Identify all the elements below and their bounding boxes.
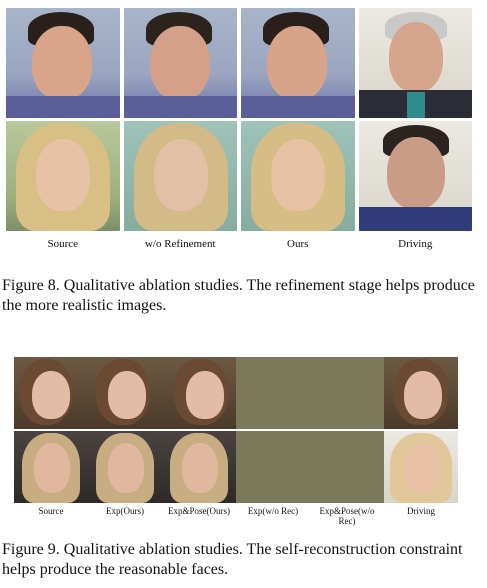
- figure8-label-ours: Ours: [287, 238, 309, 250]
- figure9-label-driving: Driving: [407, 506, 435, 516]
- figure8-source-image: [6, 121, 120, 231]
- figure9-exp-pose-without-rec-image: [310, 357, 384, 429]
- figure9-source-image: [14, 357, 88, 429]
- figure8-without-refinement-image: [123, 121, 237, 231]
- figure9-exp-pose-ours-image: [162, 357, 236, 429]
- figure9-label-exp-ours: Exp(Ours): [106, 506, 144, 516]
- figure8-label-without-refinement: w/o Refinement: [144, 238, 216, 250]
- figure9-row-2: [14, 431, 458, 503]
- figure9-label-exp-without-rec: Exp(w/o Rec): [247, 506, 299, 516]
- figure8-caption: Figure 8. Qualitative ablation studies. …: [2, 277, 475, 314]
- figure9-exp-ours-image: [88, 431, 162, 503]
- figure8-row-1: [6, 8, 472, 118]
- figure8-without-refinement-image: [123, 8, 237, 118]
- figure9-exp-without-rec-image: [236, 357, 310, 429]
- figure9-exp-pose-ours-image: [162, 431, 236, 503]
- figure8-ours-image: [241, 121, 355, 231]
- figure9-exp-without-rec-image: [236, 431, 310, 503]
- figure9-label-exp-pose-ours: Exp&Pose(Ours): [168, 506, 230, 516]
- figure9-label-exp-pose-without-rec: Exp&Pose(w/o Rec): [319, 506, 375, 526]
- figure8-driving-image: [358, 121, 472, 231]
- figure8-source-image: [6, 8, 120, 118]
- figure9-caption: Figure 9. Qualitative ablation studies. …: [2, 541, 463, 578]
- figure8-label-driving: Driving: [398, 238, 433, 250]
- figure8-column-labels: Source w/o Refinement Ours Driving: [6, 238, 472, 250]
- figure9-exp-ours-image: [88, 357, 162, 429]
- figure9-image-grid: [14, 357, 458, 505]
- figure8-image-grid: [6, 8, 472, 234]
- figure8-label-source: Source: [47, 238, 79, 250]
- figure8-driving-image: [358, 8, 472, 118]
- figure9-source-image: [14, 431, 88, 503]
- figure9-driving-image: [384, 431, 458, 503]
- figure8-row-2: [6, 121, 472, 231]
- figure9-exp-pose-without-rec-image: [310, 431, 384, 503]
- figure9-row-1: [14, 357, 458, 429]
- figure8-ours-image: [241, 8, 355, 118]
- figure9-label-source: Source: [38, 506, 64, 516]
- figure9-driving-image: [384, 357, 458, 429]
- figure9-column-labels: Source Exp(Ours) Exp&Pose(Ours) Exp(w/o …: [14, 506, 458, 526]
